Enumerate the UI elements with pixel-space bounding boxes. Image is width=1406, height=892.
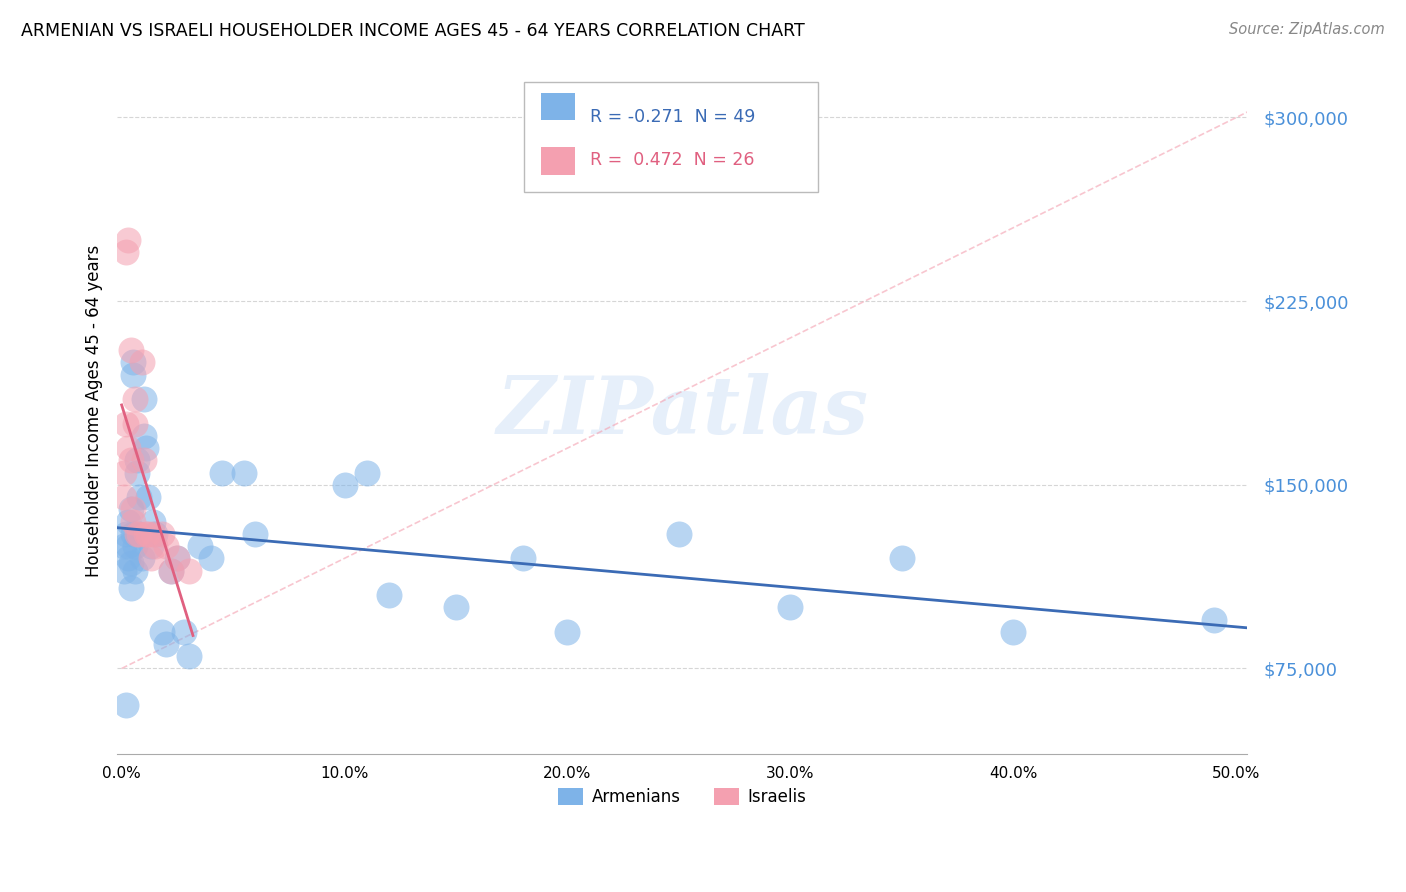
Point	[120, 453, 142, 467]
Point	[245, 526, 267, 541]
Point	[233, 466, 256, 480]
Point	[124, 417, 146, 431]
Point	[131, 355, 153, 369]
Point	[150, 624, 173, 639]
Point	[177, 564, 200, 578]
Point	[117, 233, 139, 247]
Point	[120, 502, 142, 516]
Text: Source: ZipAtlas.com: Source: ZipAtlas.com	[1229, 22, 1385, 37]
Point	[159, 564, 181, 578]
Point	[127, 526, 149, 541]
Point	[211, 466, 233, 480]
Point	[120, 556, 142, 570]
Point	[132, 429, 155, 443]
Point	[138, 490, 160, 504]
Point	[117, 551, 139, 566]
Point	[112, 564, 135, 578]
Point	[121, 515, 143, 529]
Point	[112, 539, 135, 553]
Point	[112, 466, 135, 480]
Point	[132, 392, 155, 406]
Point	[127, 453, 149, 467]
Point	[356, 466, 378, 480]
Point	[117, 515, 139, 529]
Text: R = -0.271  N = 49: R = -0.271 N = 49	[589, 108, 755, 126]
Point	[132, 453, 155, 467]
FancyBboxPatch shape	[541, 93, 575, 120]
Point	[142, 515, 165, 529]
Y-axis label: Householder Income Ages 45 - 64 years: Householder Income Ages 45 - 64 years	[86, 245, 103, 577]
Text: R =  0.472  N = 26: R = 0.472 N = 26	[589, 151, 754, 169]
Point	[150, 526, 173, 541]
Point	[128, 490, 150, 504]
Point	[779, 600, 801, 615]
Point	[333, 478, 356, 492]
Point	[135, 441, 157, 455]
Point	[124, 564, 146, 578]
Point	[143, 539, 166, 553]
Point	[166, 551, 188, 566]
Point	[668, 526, 690, 541]
Point	[115, 245, 138, 260]
Point	[444, 600, 467, 615]
Point	[120, 581, 142, 595]
Point	[177, 649, 200, 664]
Point	[138, 526, 160, 541]
FancyBboxPatch shape	[524, 82, 818, 192]
Point	[128, 526, 150, 541]
Point	[121, 502, 143, 516]
Point	[188, 539, 211, 553]
Point	[142, 526, 165, 541]
Point	[128, 526, 150, 541]
Point	[378, 588, 401, 602]
Point	[115, 698, 138, 713]
Point	[115, 417, 138, 431]
Text: ZIPatlas: ZIPatlas	[496, 373, 869, 450]
Point	[143, 526, 166, 541]
Point	[139, 551, 162, 566]
Point	[121, 368, 143, 382]
Point	[159, 564, 181, 578]
Point	[112, 490, 135, 504]
Point	[127, 466, 149, 480]
Point	[166, 551, 188, 566]
Point	[124, 392, 146, 406]
Point	[117, 539, 139, 553]
Point	[173, 624, 195, 639]
Point	[135, 526, 157, 541]
Point	[120, 343, 142, 358]
Point	[115, 526, 138, 541]
Point	[512, 551, 534, 566]
Point	[557, 624, 579, 639]
Point	[117, 441, 139, 455]
Point	[139, 539, 162, 553]
Point	[121, 526, 143, 541]
Point	[121, 355, 143, 369]
Point	[124, 539, 146, 553]
Point	[200, 551, 222, 566]
Point	[155, 637, 177, 651]
Text: ARMENIAN VS ISRAELI HOUSEHOLDER INCOME AGES 45 - 64 YEARS CORRELATION CHART: ARMENIAN VS ISRAELI HOUSEHOLDER INCOME A…	[21, 22, 804, 40]
Point	[890, 551, 912, 566]
Legend: Armenians, Israelis: Armenians, Israelis	[550, 780, 814, 814]
Point	[1002, 624, 1025, 639]
Point	[131, 551, 153, 566]
Point	[155, 539, 177, 553]
FancyBboxPatch shape	[541, 147, 575, 175]
Point	[1202, 613, 1225, 627]
